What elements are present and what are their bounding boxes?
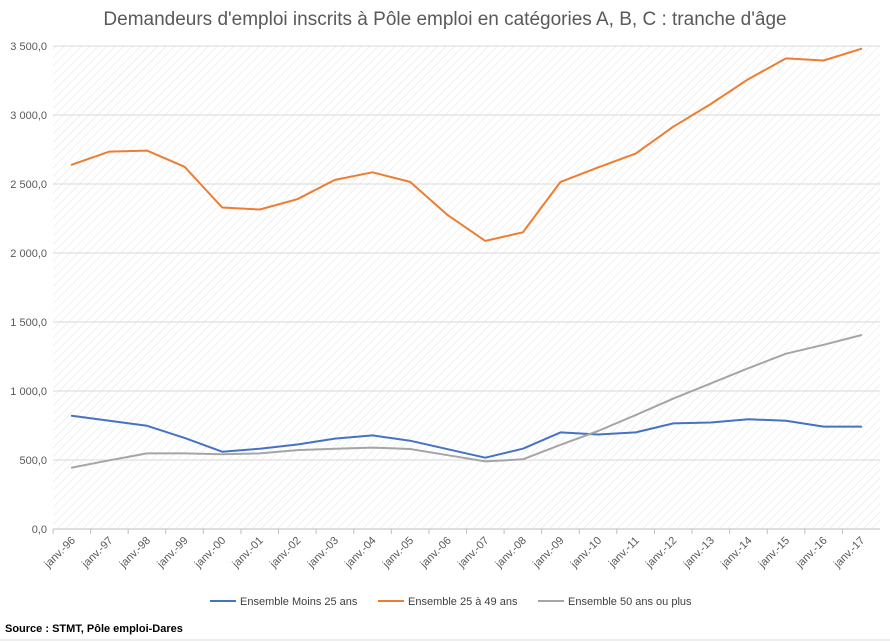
series-line	[70, 414, 863, 459]
y-tick-label: 1 000,0	[10, 386, 47, 398]
x-tick-label: janv.-03	[305, 535, 341, 571]
x-tick-label: janv.-09	[530, 535, 566, 571]
legend-label: Ensemble 50 ans ou plus	[568, 596, 692, 608]
chart-title: Demandeurs d'emploi inscrits à Pôle empl…	[103, 9, 786, 30]
x-tick-label: janv.-05	[380, 535, 416, 571]
x-tick-label: janv.-01	[230, 535, 266, 571]
x-tick-label: janv.-00	[192, 535, 228, 571]
series-line	[70, 47, 863, 242]
y-tick-label: 500,0	[19, 455, 47, 467]
legend-label: Ensemble Moins 25 ans	[240, 596, 358, 608]
series-lines	[70, 47, 863, 469]
x-tick-label: janv.-15	[756, 535, 792, 571]
x-tick-label: janv.-96	[42, 535, 78, 571]
x-tick-label: janv.-08	[493, 535, 529, 571]
series-line	[70, 334, 863, 469]
x-axis-ticks: janv.-96 janv.-97 janv.-98 janv.-99 janv.-00…	[42, 529, 867, 571]
x-tick-label: janv.-17	[831, 535, 867, 571]
x-tick-label: janv.-04	[342, 535, 378, 571]
source-note: Source : STMT, Pôle emploi-Dares	[5, 623, 183, 635]
x-tick-label: janv.-14	[718, 535, 754, 571]
gridlines	[53, 45, 880, 530]
y-tick-label: 3 000,0	[10, 110, 47, 122]
x-tick-label: janv.-10	[568, 535, 604, 571]
plot-area	[53, 46, 880, 529]
x-tick-label: janv.-06	[418, 535, 454, 571]
x-tick-label: janv.-02	[267, 535, 303, 571]
x-tick-label: janv.-07	[455, 535, 491, 571]
y-tick-label: 2 000,0	[10, 248, 47, 260]
y-axis-ticks: 0,0 500,0 1 000,0 1 500,0 2 000,0 2 500,0 3 00…	[10, 41, 47, 536]
y-tick-label: 2 500,0	[10, 179, 47, 191]
x-tick-label: janv.-11	[606, 535, 642, 571]
legend: Ensemble Moins 25 ans Ensemble 25 à 49 an…	[210, 596, 692, 608]
x-tick-label: janv.-99	[154, 535, 190, 571]
x-tick-label: janv.-97	[79, 535, 115, 571]
legend-label: Ensemble 25 à 49 ans	[408, 596, 518, 608]
x-tick-label: janv.-13	[681, 535, 717, 571]
y-tick-label: 0,0	[32, 524, 47, 536]
y-tick-label: 3 500,0	[10, 41, 47, 53]
x-tick-label: janv.-98	[117, 535, 153, 571]
y-tick-label: 1 500,0	[10, 317, 47, 329]
x-tick-label: janv.-12	[643, 535, 679, 571]
x-tick-label: janv.-16	[793, 535, 829, 571]
